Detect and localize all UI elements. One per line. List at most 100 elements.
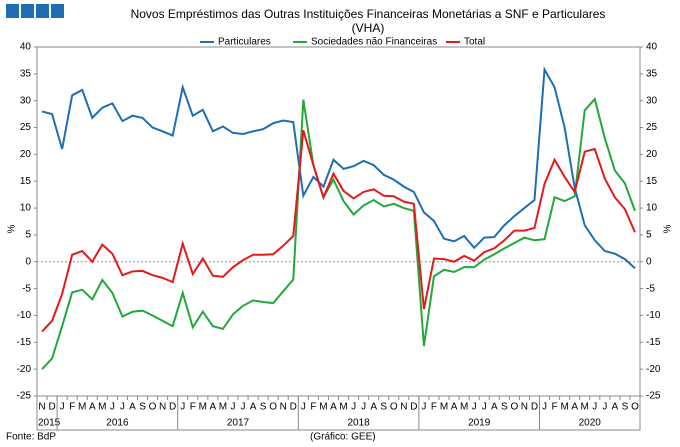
x-tick-label: J [472,402,477,413]
y-tick-label: 30 [20,95,32,106]
x-tick-label: M [440,402,448,413]
y2-axis-label: % [663,224,674,233]
x-tick-label: M [98,402,106,413]
x-tick-label: J [351,402,356,413]
x-tick-label: M [199,402,207,413]
y2-tick-label: 15 [646,176,658,187]
logo-block [36,4,49,18]
note: (Gráfico: GEE) [310,432,376,443]
x-tick-label: M [581,402,589,413]
x-tick-label: F [552,402,558,413]
x-tick-label: N [38,402,45,413]
x-tick-label: S [380,402,387,413]
y2-tick-label: 40 [646,42,658,53]
x-tick-label: J [230,402,235,413]
y2-tick-label: 0 [646,256,652,267]
y-tick-label: 15 [20,176,32,187]
x-tick-label: A [250,402,257,413]
x-tick-label: A [89,402,96,413]
x-tick-label: J [482,402,487,413]
legend-label: Particulares [218,37,271,48]
x-tick-label: M [319,402,327,413]
y-tick-label: -20 [17,364,32,375]
x-tick-label: N [521,402,528,413]
x-tick-label: F [69,402,75,413]
x-tick-label: S [260,402,267,413]
y2-tick-label: 5 [646,230,652,241]
x-tick-label: A [451,402,458,413]
series-line [41,66,636,269]
y-tick-label: 40 [20,42,32,53]
x-tick-label: D [48,402,55,413]
y-tick-label: -25 [17,391,32,402]
legend-label: Sociedades não Financeiras [311,37,437,48]
x-tick-label: O [631,402,639,413]
x-tick-label: O [390,402,398,413]
x-tick-label: M [560,402,568,413]
x-tick-label: S [139,402,146,413]
x-tick-label: S [622,402,629,413]
x-tick-label: A [330,402,337,413]
y2-tick-label: 30 [646,95,658,106]
y-tick-label: 35 [20,68,32,79]
x-tick-label: A [370,402,377,413]
x-tick-label: A [210,402,217,413]
x-tick-label: D [290,402,297,413]
x-tick-label: N [280,402,287,413]
source: Fonte: BdP [6,432,56,443]
y-tick-label: 10 [20,203,32,214]
y-tick-label: -15 [17,337,32,348]
x-tick-label: A [571,402,578,413]
y2-tick-label: -5 [646,283,655,294]
x-tick-label: O [269,402,277,413]
year-label: 2019 [468,418,491,429]
legend-label: Total [464,37,485,48]
y-tick-label: 0 [25,256,31,267]
y2-tick-label: -15 [646,337,661,348]
x-tick-label: J [241,402,246,413]
y-tick-label: 5 [25,230,31,241]
x-tick-label: J [602,402,607,413]
x-tick-label: J [421,402,426,413]
year-label: 2016 [106,418,129,429]
x-tick-label: F [431,402,437,413]
year-label: 2018 [347,418,370,429]
series-line [41,97,636,370]
y2-tick-label: -25 [646,391,661,402]
x-tick-label: J [592,402,597,413]
y-tick-label: 20 [20,149,32,160]
x-tick-label: A [612,402,619,413]
x-tick-label: F [310,402,316,413]
x-tick-label: M [219,402,227,413]
year-label: 2017 [227,418,250,429]
x-tick-label: M [339,402,347,413]
x-tick-label: O [149,402,157,413]
series-line [41,129,636,333]
x-tick-label: J [120,402,125,413]
y2-tick-label: 20 [646,149,658,160]
logo-block [6,4,19,18]
logo-block [51,4,64,18]
year-label: 2015 [38,418,61,429]
x-tick-label: D [531,402,538,413]
x-tick-label: D [410,402,417,413]
x-tick-label: A [129,402,136,413]
x-tick-label: N [400,402,407,413]
y2-tick-label: -20 [646,364,661,375]
x-tick-label: J [110,402,115,413]
x-tick-label: J [60,402,65,413]
y-tick-label: 25 [20,122,32,133]
x-tick-label: J [301,402,306,413]
x-tick-label: O [510,402,518,413]
x-tick-label: F [190,402,196,413]
y-tick-label: -10 [17,310,32,321]
x-tick-label: A [491,402,498,413]
x-tick-label: S [501,402,508,413]
chart-subtitle: (VHA) [352,21,385,35]
y-axis-label: % [7,224,18,233]
x-tick-label: J [361,402,366,413]
y-tick-label: -5 [22,283,31,294]
y2-tick-label: 10 [646,203,658,214]
x-tick-label: D [169,402,176,413]
x-tick-label: J [180,402,185,413]
